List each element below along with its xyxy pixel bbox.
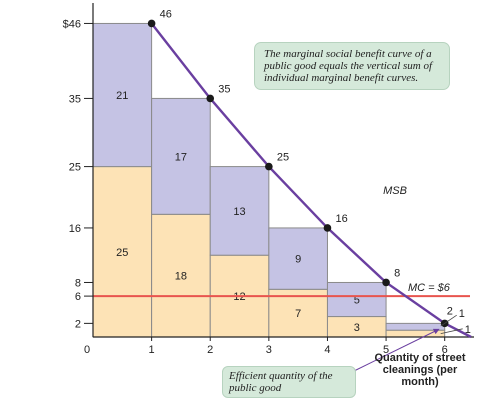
msb-point-1: [147, 19, 156, 28]
bar-upper-label-4: 9: [295, 254, 301, 266]
y-tick-label-46: $46: [63, 18, 81, 30]
bar-upper-2: [151, 97, 211, 215]
bar-upper-3: [209, 166, 270, 256]
bar-upper-1: [92, 22, 153, 168]
msb-explanation-note: The marginal social benefit curve of a p…: [254, 42, 450, 90]
msb-point-5: [382, 278, 390, 287]
bar-lower-label-2: 18: [175, 271, 187, 283]
y-tick-label-2: 2: [75, 318, 81, 330]
bar-lower-label-1: 25: [116, 247, 128, 259]
x-tick-label-0: 0: [84, 344, 90, 356]
msb-point-4: [323, 224, 332, 232]
callout-lower-label: 1: [465, 324, 471, 336]
efficient-quantity-note: Efficient quantity of the public good: [222, 366, 356, 398]
msb-point-label-6: 2: [447, 305, 453, 317]
bar-upper-label-1: 21: [116, 90, 128, 102]
y-tick-label-35: 35: [69, 93, 81, 105]
mc-label: MC = $6: [408, 282, 451, 294]
bar-lower-label-4: 7: [295, 308, 301, 320]
bar-upper-5: [326, 281, 387, 318]
msb-point-label-3: 25: [277, 152, 289, 164]
msb-point-2: [206, 94, 215, 103]
efficient-arrow: [351, 328, 440, 373]
x-tick-label-6: 6: [442, 344, 448, 356]
bar-upper-4: [268, 227, 328, 290]
bar-upper-label-2: 17: [175, 151, 187, 163]
msb-label: MSB: [383, 185, 407, 197]
msb-point-label-1: 46: [160, 8, 172, 20]
x-tick-label-4: 4: [324, 344, 330, 356]
labels-layer: 11: [351, 308, 471, 373]
msb-point-label-4: 16: [335, 213, 347, 225]
msb-point-3: [265, 162, 273, 171]
bar-lower-label-5: 3: [354, 322, 360, 334]
x-axis-label: Quantity of street cleanings (per month): [374, 352, 466, 388]
bar-upper-6: [385, 322, 446, 331]
x-tick-label-5: 5: [383, 344, 389, 356]
y-tick-label-25: 25: [69, 162, 81, 174]
callout-lower-line: [440, 328, 463, 334]
x-tick-label-3: 3: [266, 344, 272, 356]
callout-upper-line: [440, 314, 457, 327]
bar-upper-label-5: 5: [354, 295, 360, 307]
bar-lower-1: [92, 166, 153, 338]
x-tick-label-2: 2: [207, 344, 213, 356]
msb-point-label-5: 8: [394, 267, 400, 279]
x-tick-label-1: 1: [149, 344, 155, 356]
y-tick-label-6: 6: [75, 291, 81, 303]
bar-lower-2: [151, 213, 211, 338]
callout-upper-label: 1: [459, 308, 465, 320]
msb-point-label-2: 35: [218, 83, 230, 95]
bars-layer: 2521181712137935: [92, 22, 446, 338]
bar-upper-label-3: 13: [233, 206, 245, 218]
y-tick-label-16: 16: [69, 223, 81, 235]
y-tick-label-8: 8: [75, 277, 81, 289]
